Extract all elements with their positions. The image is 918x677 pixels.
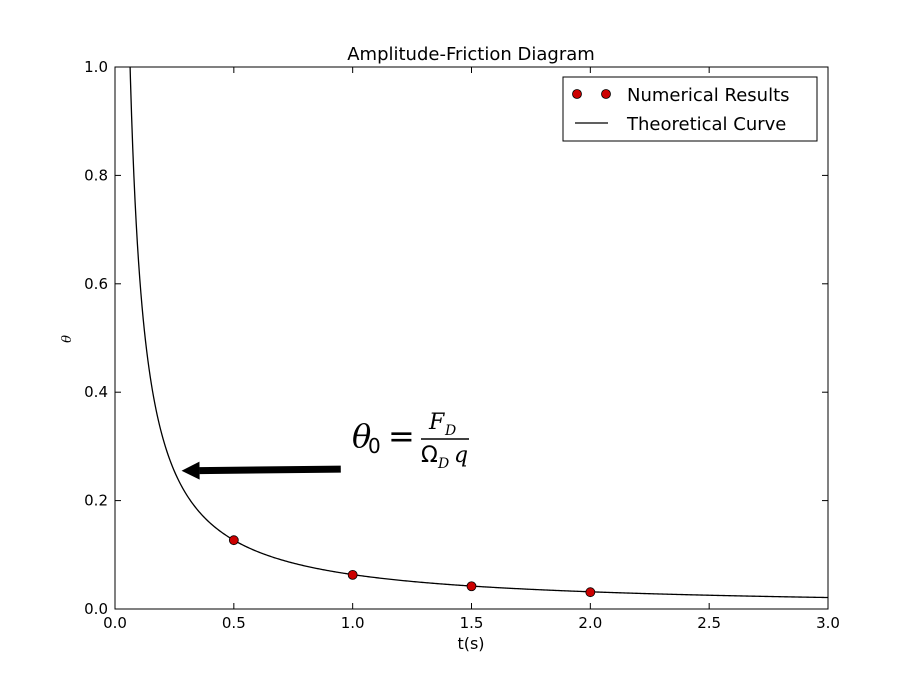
y-tick-label: 0.4 bbox=[84, 383, 108, 401]
formula-theta-subscript: 0 bbox=[368, 434, 381, 458]
numerical-result-point bbox=[585, 587, 596, 598]
annotation-formula: θ 0 = F D Ω D q bbox=[352, 410, 469, 472]
x-tick-label: 0.0 bbox=[103, 614, 127, 632]
legend-marker-numerical-2 bbox=[601, 89, 611, 99]
numerical-result-point bbox=[347, 569, 358, 580]
y-tick-label: 1.0 bbox=[84, 58, 108, 76]
annotation-arrow bbox=[181, 461, 341, 480]
annotation-arrow-shaft bbox=[199, 465, 341, 475]
chart-title: Amplitude-Friction Diagram bbox=[347, 44, 595, 65]
x-tick-label: 2.0 bbox=[578, 614, 602, 632]
plot-area bbox=[114, 66, 829, 610]
y-axis-label: θ bbox=[60, 335, 75, 343]
annotation-arrow-head bbox=[181, 461, 200, 480]
formula-numerator-subscript: D bbox=[444, 423, 456, 439]
formula-denominator-subscript: D bbox=[437, 456, 449, 472]
legend: Numerical Results Theoretical Curve bbox=[562, 76, 818, 142]
formula-theta: θ bbox=[352, 417, 371, 455]
plot-layer bbox=[129, 67, 828, 599]
x-tick-label: 1.5 bbox=[460, 614, 484, 632]
x-axis-label: t(s) bbox=[457, 634, 484, 653]
legend-label-theoretical-curve: Theoretical Curve bbox=[626, 114, 786, 135]
formula-equals: = bbox=[388, 417, 415, 455]
numerical-result-point bbox=[466, 581, 477, 592]
formula-denominator: Ω bbox=[421, 443, 438, 468]
y-tick-label: 0.8 bbox=[84, 166, 108, 184]
x-tick-label: 0.5 bbox=[222, 614, 246, 632]
y-axis: 0.0 0.2 0.4 0.6 0.8 1.0 bbox=[84, 58, 828, 618]
theoretical-curve-line bbox=[129, 67, 828, 599]
x-tick-label: 2.5 bbox=[697, 614, 721, 632]
y-tick-label: 0.0 bbox=[84, 600, 108, 618]
y-tick-label: 0.6 bbox=[84, 275, 108, 293]
y-tick-label: 0.2 bbox=[84, 492, 108, 510]
x-tick-label: 3.0 bbox=[816, 614, 840, 632]
legend-frame bbox=[562, 76, 818, 142]
formula-numerator: F bbox=[428, 410, 445, 435]
x-tick-label: 1.0 bbox=[341, 614, 365, 632]
x-axis: 0.0 0.5 1.0 1.5 2.0 2.5 3.0 bbox=[103, 67, 840, 632]
legend-marker-numerical-1 bbox=[572, 89, 582, 99]
legend-label-numerical-results: Numerical Results bbox=[627, 85, 790, 106]
numerical-result-point bbox=[228, 535, 239, 546]
formula-denominator-tail: q bbox=[454, 443, 468, 468]
